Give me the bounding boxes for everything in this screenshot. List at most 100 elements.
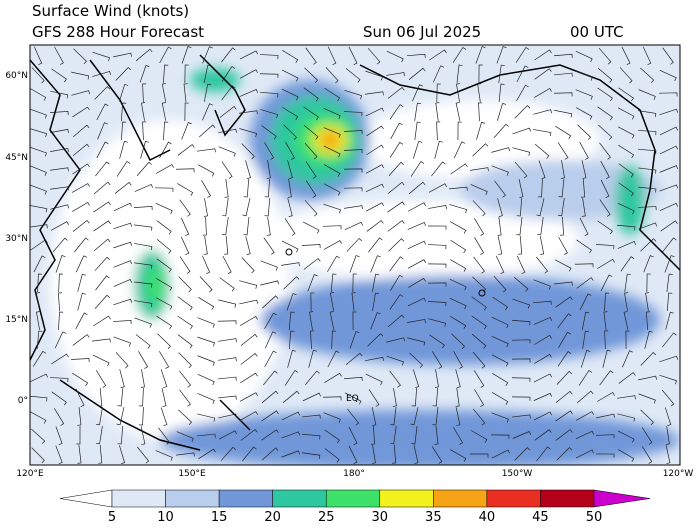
wind-barb (218, 430, 237, 440)
wind-barb (470, 184, 488, 195)
wind-barb (660, 220, 678, 232)
wind-barb (455, 407, 461, 426)
wind-barb (512, 298, 530, 309)
wind-barb (515, 46, 530, 63)
wind-barb (452, 46, 467, 63)
wind-barb (33, 255, 46, 273)
wind-barb (620, 256, 635, 272)
wind-barb (640, 409, 654, 426)
wind-barb (598, 124, 613, 140)
wind-barb (203, 198, 208, 217)
wind-barb (95, 275, 110, 291)
wind-barb (621, 46, 631, 65)
wind-barb (178, 409, 193, 426)
wind-barb (477, 83, 482, 102)
wind-barb (449, 278, 467, 291)
wind-barb (323, 240, 342, 250)
wind-barb (496, 46, 507, 64)
wind-barb (638, 110, 657, 117)
wind-barb (518, 236, 523, 255)
wind-barb (37, 273, 43, 293)
wind-barb (284, 218, 296, 236)
wind-barb (287, 179, 292, 198)
wind-barb (491, 412, 509, 423)
wind-barb (617, 224, 636, 231)
wind-barb (113, 260, 133, 268)
wind-barb (431, 351, 443, 369)
wind-barb (624, 292, 629, 311)
wind-barb (156, 315, 173, 330)
wind-barb (197, 355, 215, 366)
wind-barb (491, 316, 509, 329)
wind-barb (260, 91, 279, 98)
wind-barb (157, 333, 171, 350)
wind-barb (177, 183, 194, 196)
wind-barb (617, 107, 635, 120)
wind-barb (197, 164, 215, 177)
wind-barb (471, 296, 487, 311)
wind-barb (136, 161, 152, 176)
wind-barb (511, 358, 531, 363)
wind-barb (534, 143, 550, 159)
colorbar-label: 30 (372, 510, 389, 525)
wind-barb (427, 282, 447, 287)
wind-barb (31, 67, 45, 84)
colorbar-label: 25 (318, 510, 335, 525)
wind-barb (642, 46, 652, 65)
wind-barb (138, 387, 144, 407)
wind-barb (179, 256, 191, 274)
wind-barb (260, 260, 278, 271)
wind-barb (262, 295, 279, 309)
wind-barb (93, 315, 111, 327)
wind-barb (177, 296, 193, 311)
wind-barb (476, 121, 486, 140)
wind-barb (618, 182, 634, 197)
wind-barb (371, 407, 377, 426)
wind-barb (533, 411, 552, 421)
wind-barb (30, 239, 48, 251)
wind-barb (197, 373, 215, 386)
wind-barb (30, 88, 47, 101)
wind-barb (597, 87, 613, 102)
wind-barb (301, 244, 321, 249)
wind-barb (72, 201, 90, 212)
wind-barb (472, 200, 486, 217)
wind-barb (512, 319, 531, 326)
wind-barb (516, 65, 529, 83)
wind-barb (181, 122, 192, 140)
wind-barb (365, 202, 384, 212)
wind-barb (516, 197, 523, 217)
wind-barb (138, 351, 148, 369)
wind-barb (638, 89, 656, 100)
wind-barb (411, 387, 417, 407)
wind-barb (34, 46, 43, 66)
wind-barb (344, 392, 362, 405)
wind-barb (202, 46, 213, 64)
wind-barb (304, 370, 320, 386)
wind-barb (264, 198, 271, 217)
wind-barb (575, 449, 594, 459)
wind-barb (659, 165, 679, 173)
wind-barb (412, 84, 424, 102)
wind-barb (491, 354, 509, 367)
wind-barb (449, 297, 467, 310)
wind-barb (622, 350, 633, 368)
wind-barb (617, 430, 635, 443)
wind-barb (410, 407, 419, 426)
wind-barb (243, 217, 250, 236)
wind-barb (72, 163, 90, 175)
wind-barb (640, 238, 657, 252)
wind-barb (348, 426, 358, 445)
wind-barb (408, 277, 426, 288)
wind-barb (74, 237, 89, 253)
equator-label: EQ (346, 394, 359, 404)
wind-barb (203, 83, 212, 102)
wind-barb (163, 64, 169, 84)
lon-label: 120°E (16, 469, 44, 479)
wind-barb (560, 160, 565, 179)
wind-barb (139, 65, 150, 83)
wind-barb (281, 88, 299, 101)
wind-barb (287, 160, 293, 179)
wind-barb (471, 333, 487, 349)
wind-barb (475, 46, 486, 64)
